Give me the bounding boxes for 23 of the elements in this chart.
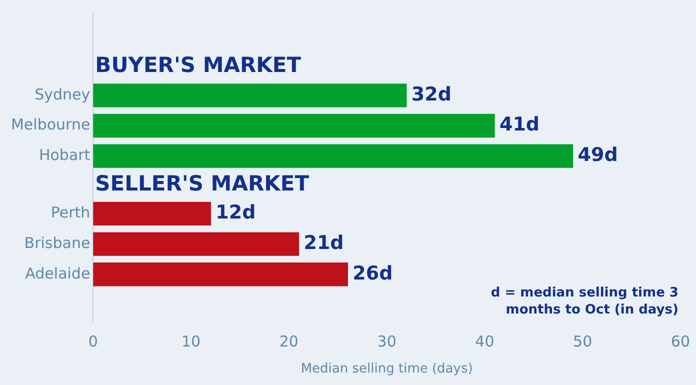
data-label: 32d	[411, 83, 452, 106]
x-tick-label: 50	[573, 332, 592, 350]
y-tick-label: Adelaide	[25, 264, 90, 282]
x-tick-label: 10	[182, 332, 201, 350]
data-label: 26d	[352, 262, 393, 284]
annotation: d = median selling time 3 months to Oct (in days)	[490, 285, 678, 318]
y-tick-label: Brisbane	[24, 234, 90, 252]
x-tick-label: 40	[475, 332, 494, 350]
x-tick-label: 60	[670, 332, 690, 350]
data-label: 41d	[499, 114, 540, 136]
x-tick-label: 0	[88, 332, 98, 350]
y-tick-label: Perth	[50, 204, 90, 222]
x-tick-label: 30	[377, 332, 396, 350]
data-label: 49d	[578, 144, 618, 166]
series-label: SELLER'S MARKET	[95, 171, 310, 196]
y-tick-label: Hobart	[38, 146, 90, 164]
data-label: 21d	[304, 232, 344, 254]
data-label: 12d	[216, 202, 256, 224]
x-axis-title: Median selling time (days)	[300, 362, 473, 377]
x-tick-label: 20	[279, 332, 298, 350]
series-label: BUYER'S MARKET	[95, 53, 302, 78]
y-tick-label: Sydney	[34, 85, 90, 104]
y-tick-label: Melbourne	[10, 116, 90, 134]
